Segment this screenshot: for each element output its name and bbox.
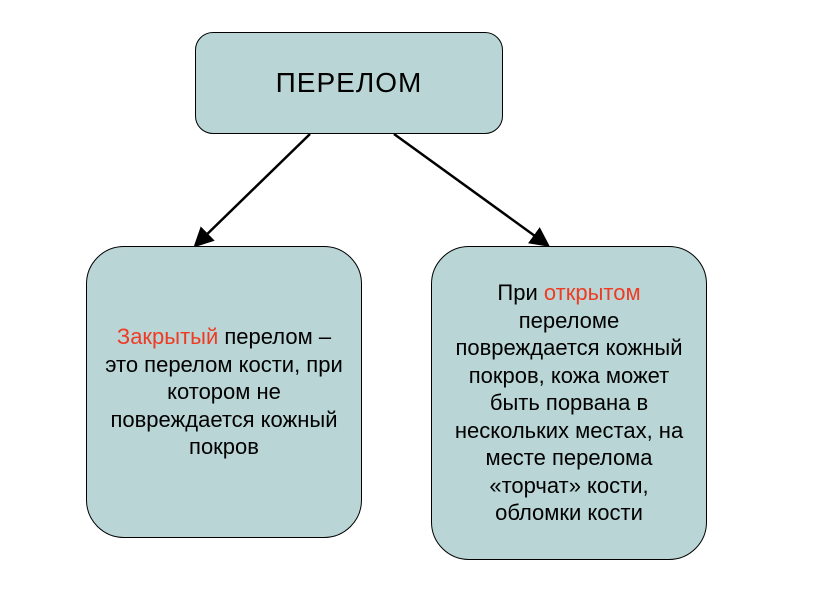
open-prefix: При — [497, 280, 543, 305]
open-text: При открытом переломе повреждается кожны… — [448, 279, 690, 527]
root-node: ПЕРЕЛОМ — [195, 32, 503, 134]
open-rest: переломе повреждается кожный покров, кож… — [455, 308, 683, 526]
arrow-right — [394, 134, 546, 244]
closed-highlight: Закрытый — [117, 324, 218, 349]
child-node-open: При открытом переломе повреждается кожны… — [431, 246, 707, 560]
child-node-closed: Закрытый перелом – это перелом кости, пр… — [86, 246, 362, 538]
arrow-left — [197, 134, 310, 244]
root-title: ПЕРЕЛОМ — [276, 67, 423, 99]
open-highlight: открытом — [544, 280, 641, 305]
closed-text: Закрытый перелом – это перелом кости, пр… — [103, 323, 345, 461]
